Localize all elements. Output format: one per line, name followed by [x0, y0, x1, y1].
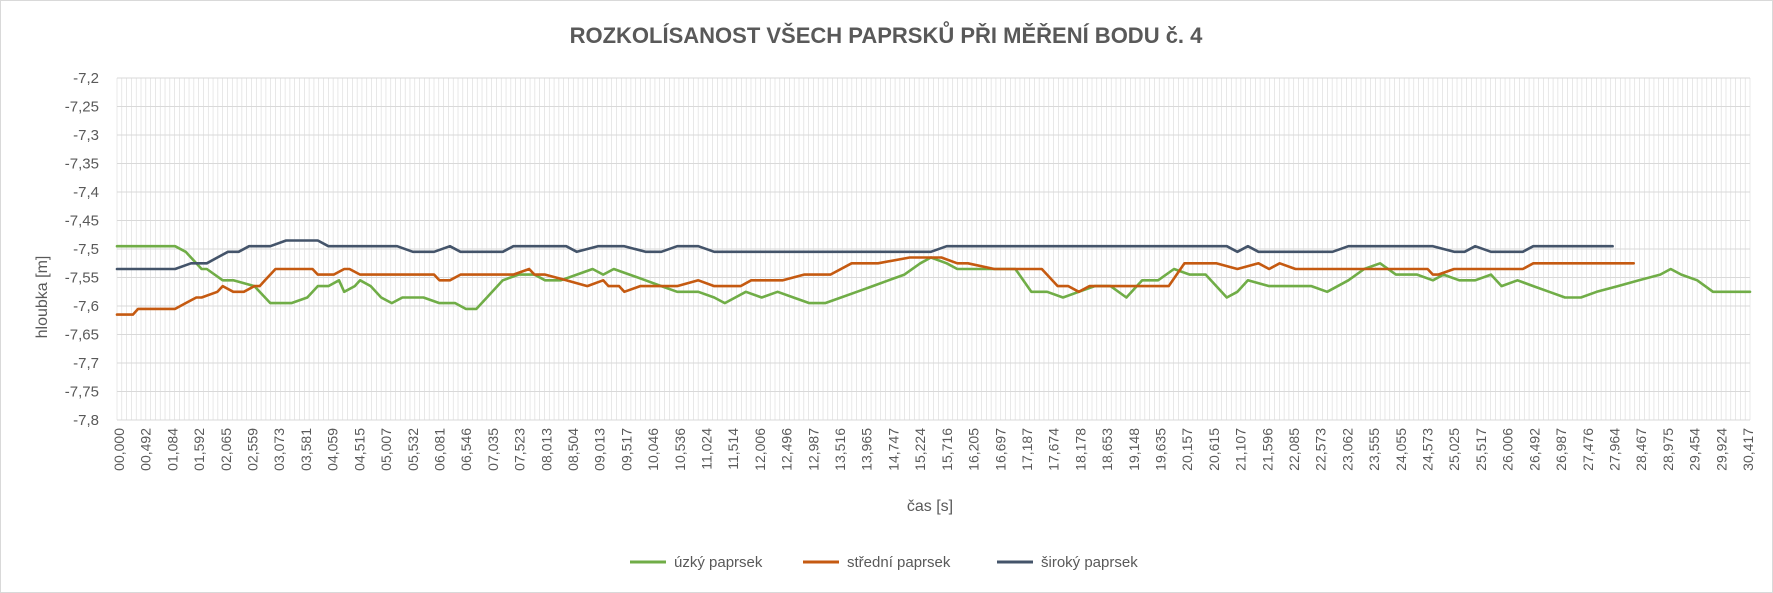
y-tick-label: -7,45 — [65, 213, 99, 230]
x-tick-label: 12,496 — [779, 428, 795, 471]
x-tick-label: 15,716 — [939, 428, 955, 471]
x-tick-label: 29,454 — [1687, 428, 1703, 471]
y-tick-label: -7,3 — [73, 127, 99, 144]
x-tick-label: 26,492 — [1526, 428, 1542, 471]
x-tick-label: 11,024 — [699, 428, 715, 470]
x-tick-label: 26,006 — [1500, 428, 1516, 471]
x-tick-label: 22,573 — [1313, 428, 1329, 471]
series-line-1 — [115, 256, 1635, 316]
x-tick-label: 11,514 — [725, 428, 741, 470]
y-tick-label: -7,25 — [65, 99, 99, 116]
x-tick-label: 22,085 — [1286, 428, 1302, 471]
y-tick-label: -7,8 — [73, 412, 99, 429]
x-tick-label: 17,187 — [1019, 428, 1035, 471]
x-tick-label: 28,975 — [1660, 428, 1676, 471]
x-tick-label: 28,467 — [1633, 428, 1649, 471]
x-tick-label: 01,592 — [191, 428, 207, 471]
y-tick-label: -7,75 — [65, 384, 99, 401]
y-tick-label: -7,35 — [65, 156, 99, 173]
x-tick-label: 21,596 — [1259, 428, 1275, 471]
x-tick-label: 05,532 — [405, 428, 421, 471]
x-tick-label: 04,515 — [351, 428, 367, 471]
x-tick-label: 13,516 — [832, 428, 848, 471]
x-tick-label: 18,653 — [1099, 428, 1115, 471]
y-tick-label: -7,4 — [73, 184, 99, 201]
series-lines — [115, 239, 1752, 316]
x-tick-label: 26,987 — [1553, 428, 1569, 471]
series-line-2 — [115, 239, 1614, 271]
x-tick-label: 24,055 — [1393, 428, 1409, 471]
x-tick-label: 03,581 — [298, 428, 314, 471]
x-tick-label: 02,065 — [218, 428, 234, 471]
x-tick-label: 06,546 — [458, 428, 474, 471]
x-tick-label: 10,046 — [645, 428, 661, 471]
x-tick-label: 08,504 — [565, 428, 581, 471]
legend-label: střední paprsek — [847, 554, 951, 571]
x-tick-label: 17,674 — [1046, 428, 1062, 471]
y-tick-label: -7,55 — [65, 270, 99, 287]
x-tick-label: 07,035 — [485, 428, 501, 471]
x-tick-label: 27,476 — [1580, 428, 1596, 471]
x-tick-label: 05,007 — [378, 428, 394, 471]
series-line-0 — [115, 244, 1752, 311]
x-tick-label: 29,924 — [1713, 428, 1729, 471]
y-tick-label: -7,7 — [73, 355, 99, 372]
x-tick-label: 14,747 — [885, 428, 901, 471]
x-tick-label: 08,013 — [538, 428, 554, 471]
y-tick-label: -7,6 — [73, 298, 99, 315]
chart-title: ROZKOLÍSANOST VŠECH PAPRSKŮ PŘI MĚŘENÍ B… — [570, 20, 1204, 48]
x-tick-label: 02,559 — [245, 428, 261, 471]
x-tick-label: 09,013 — [592, 428, 608, 471]
x-tick-label: 18,178 — [1072, 428, 1088, 471]
x-tick-label: 19,635 — [1152, 428, 1168, 471]
x-tick-label: 06,081 — [431, 428, 447, 471]
x-tick-label: 16,697 — [992, 428, 1008, 471]
x-tick-label: 12,006 — [752, 428, 768, 471]
x-tick-label: 25,025 — [1446, 428, 1462, 471]
y-axis-tick-labels: -7,2 -7,25 -7,3 -7,35 -7,4 -7,45 -7,5 -7,55 -7,6… — [65, 70, 99, 429]
x-tick-label: 16,205 — [966, 428, 982, 471]
x-tick-label: 04,059 — [325, 428, 341, 471]
y-tick-label: -7,65 — [65, 327, 99, 344]
x-tick-label: 07,523 — [512, 428, 528, 471]
x-tick-label: 25,517 — [1473, 428, 1489, 471]
legend-label: úzký paprsek — [674, 554, 763, 571]
x-tick-label: 13,965 — [859, 428, 875, 471]
x-tick-label: 20,615 — [1206, 428, 1222, 471]
x-tick-label: 00,000 — [111, 428, 127, 471]
legend-label: široký paprsek — [1041, 554, 1138, 571]
x-tick-label: 15,224 — [912, 428, 928, 471]
x-tick-label: 23,555 — [1366, 428, 1382, 471]
y-tick-label: -7,5 — [73, 241, 99, 258]
x-tick-label: 21,107 — [1233, 428, 1249, 471]
x-tick-label: 01,084 — [164, 428, 180, 471]
x-tick-label: 00,492 — [138, 428, 154, 471]
x-axis-title: čas [s] — [907, 498, 953, 515]
y-tick-label: -7,2 — [73, 70, 99, 87]
x-tick-label: 09,517 — [618, 428, 634, 471]
x-tick-label: 27,964 — [1606, 428, 1622, 471]
x-tick-label: 10,536 — [672, 428, 688, 471]
x-tick-label: 03,073 — [271, 428, 287, 471]
x-tick-label: 24,573 — [1420, 428, 1436, 471]
x-tick-label: 19,148 — [1126, 428, 1142, 471]
horizontal-gridlines — [117, 77, 1750, 421]
x-tick-label: 20,157 — [1179, 428, 1195, 471]
x-tick-label: 12,987 — [805, 428, 821, 471]
y-axis-title: hloubka [m] — [34, 256, 51, 339]
legend: úzký paprsek střední paprsek široký paprse… — [630, 554, 1138, 571]
x-tick-label: 23,062 — [1339, 428, 1355, 471]
x-tick-label: 30,417 — [1740, 428, 1756, 471]
x-axis-tick-labels: 00,000 00,492 01,084 01,592 02,065 02,559 03,0… — [111, 428, 1756, 471]
